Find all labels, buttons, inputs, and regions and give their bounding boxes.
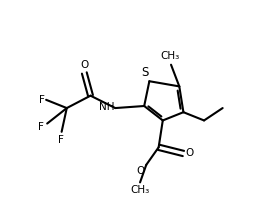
Text: F: F: [58, 135, 63, 145]
Text: O: O: [136, 166, 144, 176]
Text: CH₃: CH₃: [160, 51, 180, 61]
Text: NH: NH: [99, 102, 114, 112]
Text: F: F: [38, 122, 44, 132]
Text: CH₃: CH₃: [131, 185, 150, 195]
Text: O: O: [185, 148, 193, 159]
Text: F: F: [39, 95, 45, 105]
Text: S: S: [141, 66, 148, 79]
Text: O: O: [80, 60, 88, 71]
